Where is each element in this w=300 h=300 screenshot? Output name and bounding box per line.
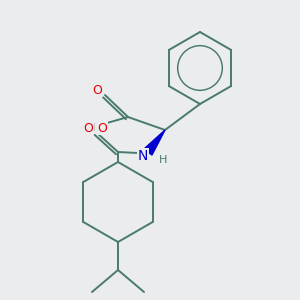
Text: H: H: [159, 155, 167, 165]
Text: N: N: [138, 149, 148, 163]
Text: H: H: [87, 123, 95, 133]
Text: O: O: [92, 83, 102, 97]
Text: O: O: [83, 122, 93, 134]
Polygon shape: [144, 130, 165, 155]
Text: O: O: [97, 122, 107, 134]
